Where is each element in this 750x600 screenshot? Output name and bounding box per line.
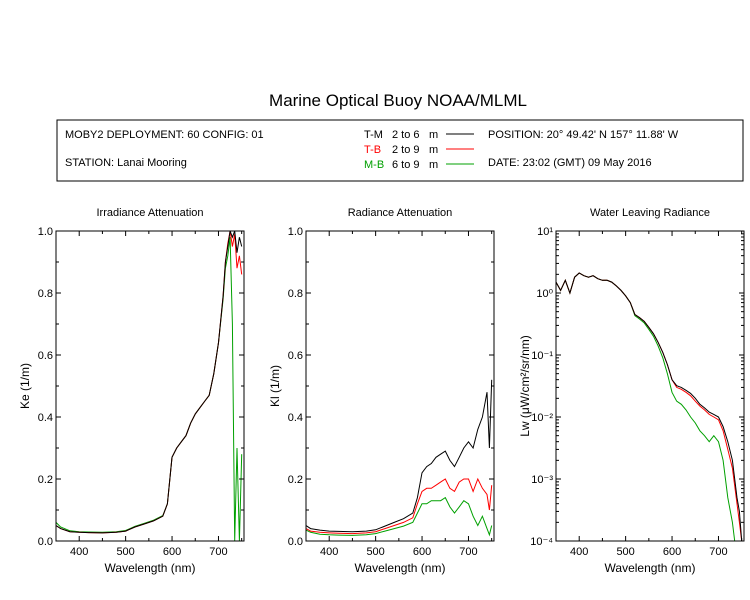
chart-title: Irradiance Attenuation — [96, 207, 203, 219]
y-axis-label: Ke (1/m) — [18, 363, 32, 409]
x-tick-label: 600 — [163, 546, 181, 558]
x-axis-label: Wavelength (nm) — [105, 561, 196, 575]
chart-title: Radiance Attenuation — [348, 207, 453, 219]
x-axis-label: Wavelength (nm) — [605, 561, 696, 575]
chart-panel: Water Leaving Radiance 400 500 600 700 10⁻⁴ 10… — [518, 207, 745, 575]
y-tick-label: 0.2 — [38, 474, 53, 486]
figure-title: Marine Optical Buoy NOAA/MLML — [269, 91, 527, 110]
chart-title: Water Leaving Radiance — [590, 207, 710, 219]
series-group — [306, 379, 493, 537]
y-tick-label: 0.6 — [38, 350, 53, 362]
y-tick-label: 0.0 — [288, 536, 303, 548]
x-tick-label: 400 — [570, 546, 588, 558]
legend-range: 2 to 9 — [392, 144, 420, 156]
series-line-t-m — [306, 379, 493, 533]
legend-code: T-M — [364, 129, 383, 141]
legend-unit: m — [429, 159, 438, 171]
legend-range: 2 to 6 — [392, 129, 420, 141]
series-line-t-b — [556, 272, 743, 541]
y-tick-label: 1.0 — [288, 226, 303, 238]
y-axis-label: Lw (μW/cm²/sr/nm) — [518, 335, 532, 437]
x-tick-label: 700 — [209, 546, 227, 558]
x-tick-label: 700 — [709, 546, 727, 558]
station-text: STATION: Lanai Mooring — [65, 157, 187, 169]
x-tick-label: 400 — [70, 546, 88, 558]
legend-code: T-B — [364, 144, 381, 156]
series-line-m-b — [56, 237, 243, 541]
series-group — [556, 272, 743, 541]
x-tick-label: 700 — [459, 546, 477, 558]
legend-unit: m — [429, 129, 438, 141]
x-tick-label: 600 — [663, 546, 681, 558]
plot-frame — [55, 230, 245, 542]
legend-range: 6 to 9 — [392, 159, 420, 171]
y-tick-label: 10¹ — [537, 226, 553, 238]
x-tick-label: 400 — [320, 546, 338, 558]
y-tick-label: 10⁻² — [531, 412, 553, 424]
y-tick-label: 0.8 — [38, 288, 53, 300]
info-box: MOBY2 DEPLOYMENT: 60 CONFIG: 01 STATION:… — [56, 119, 744, 182]
series-line-t-m — [556, 272, 743, 541]
deployment-text: MOBY2 DEPLOYMENT: 60 CONFIG: 01 — [65, 129, 264, 141]
y-tick-label: 0.6 — [288, 350, 303, 362]
y-tick-label: 0.0 — [38, 536, 53, 548]
plot-frame — [305, 230, 495, 542]
legend: T-M 2 to 6 m T-B 2 to 9 m M-B 6 to 9 m — [364, 129, 474, 171]
x-tick-label: 500 — [116, 546, 134, 558]
position-text: POSITION: 20° 49.42' N 157° 11.88' W — [488, 129, 679, 141]
legend-code: M-B — [364, 159, 384, 171]
chart-panels: Irradiance Attenuation 400 500 600 700 0.0 0.2… — [18, 207, 745, 575]
y-tick-label: 10⁻³ — [531, 474, 553, 486]
y-tick-label: 10⁻⁴ — [530, 536, 553, 548]
chart-panel: Irradiance Attenuation 400 500 600 700 0.0 0.2… — [18, 207, 245, 575]
date-text: DATE: 23:02 (GMT) 09 May 2016 — [488, 157, 652, 169]
y-axis-label: Kl (1/m) — [268, 365, 282, 407]
series-line-t-b — [56, 231, 243, 534]
y-tick-label: 10⁻¹ — [531, 350, 553, 362]
series-line-m-b — [556, 272, 737, 541]
series-line-t-b — [306, 477, 493, 535]
chart-panel: Radiance Attenuation 400 500 600 700 0.0 0.2 0.… — [268, 207, 495, 575]
x-tick-label: 500 — [366, 546, 384, 558]
series-line-m-b — [306, 496, 493, 537]
series-group — [56, 231, 243, 541]
series-line-t-m — [56, 231, 243, 534]
x-tick-label: 500 — [616, 546, 634, 558]
y-tick-label: 0.4 — [38, 412, 53, 424]
x-axis-label: Wavelength (nm) — [355, 561, 446, 575]
y-tick-label: 0.8 — [288, 288, 303, 300]
y-tick-label: 0.4 — [288, 412, 303, 424]
y-tick-label: 0.2 — [288, 474, 303, 486]
plot-frame — [555, 230, 745, 542]
x-tick-label: 600 — [413, 546, 431, 558]
y-tick-label: 1.0 — [38, 226, 53, 238]
legend-unit: m — [429, 144, 438, 156]
y-tick-label: 10⁰ — [536, 288, 553, 300]
